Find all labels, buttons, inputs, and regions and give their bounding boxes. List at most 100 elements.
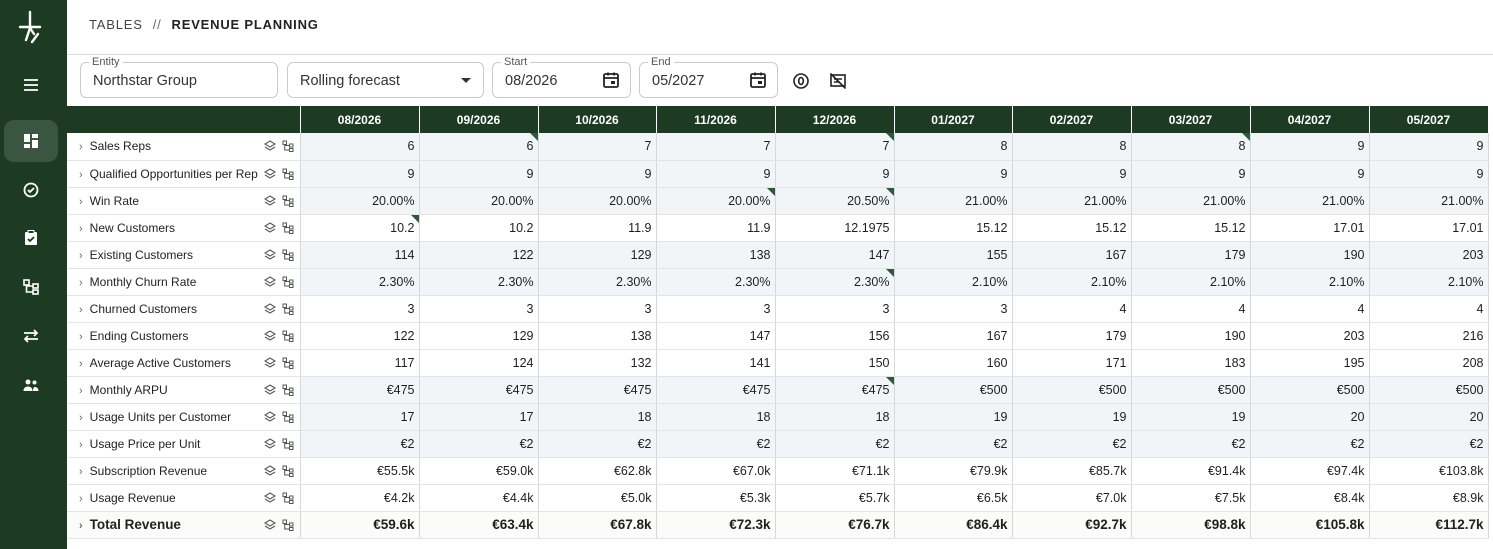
row-label[interactable]: › Ending Customers [67, 322, 301, 350]
table-cell[interactable]: 2.30% [419, 268, 539, 296]
table-cell[interactable]: 11.9 [656, 214, 776, 242]
chevron-right-icon[interactable]: › [79, 249, 83, 262]
table-cell[interactable]: €2 [1131, 430, 1251, 458]
table-cell[interactable]: €2 [419, 430, 539, 458]
chevron-right-icon[interactable]: › [79, 141, 83, 154]
column-header[interactable]: 10/2026 [538, 106, 657, 133]
chevron-right-icon[interactable]: › [79, 357, 83, 370]
table-cell[interactable]: 129 [538, 240, 657, 269]
chevron-right-icon[interactable]: › [79, 465, 83, 478]
comment-flag-icon[interactable] [766, 187, 775, 196]
table-cell[interactable]: 18 [538, 403, 657, 431]
table-cell[interactable]: 171 [1012, 349, 1132, 377]
chevron-right-icon[interactable]: › [79, 195, 83, 208]
table-cell[interactable]: 9 [1131, 160, 1251, 188]
row-label[interactable]: › Usage Units per Customer [67, 403, 301, 431]
table-cell[interactable]: 117 [300, 349, 420, 377]
table-cell[interactable]: €112.7k [1369, 511, 1489, 539]
table-cell[interactable]: €59.0k [419, 456, 539, 485]
table-cell[interactable]: €5.7k [775, 484, 895, 512]
entity-field[interactable]: Entity Northstar Group [80, 56, 278, 98]
table-cell[interactable]: 19 [1012, 403, 1132, 431]
table-cell[interactable]: 147 [656, 322, 776, 350]
comment-flag-icon[interactable] [885, 268, 894, 277]
table-cell[interactable]: 2.30% [300, 268, 420, 296]
table-cell[interactable]: 138 [656, 240, 776, 269]
table-cell[interactable]: 3 [300, 295, 420, 323]
table-cell[interactable]: €72.3k [656, 511, 776, 539]
table-cell[interactable]: 7 [656, 133, 776, 161]
table-cell[interactable]: 15.12 [894, 214, 1013, 242]
hierarchy-icon[interactable] [282, 411, 294, 423]
table-cell[interactable]: €500 [1131, 375, 1251, 404]
chevron-right-icon[interactable]: › [79, 168, 83, 181]
table-cell[interactable]: 203 [1250, 322, 1370, 350]
calendar-icon[interactable] [749, 71, 767, 89]
layers-icon[interactable] [263, 356, 276, 369]
hierarchy-icon[interactable] [282, 222, 294, 234]
table-cell[interactable]: 3 [775, 295, 895, 323]
hierarchy-icon[interactable] [4, 266, 58, 308]
table-cell[interactable]: 2.30% [538, 268, 657, 296]
table-cell[interactable]: 9 [1012, 160, 1132, 188]
row-label[interactable]: › Total Revenue [67, 511, 301, 539]
table-cell[interactable]: 2.10% [1012, 268, 1132, 296]
table-cell[interactable]: 216 [1369, 322, 1489, 350]
column-header[interactable]: 05/2027 [1369, 106, 1489, 133]
table-cell[interactable]: 9 [1250, 160, 1370, 188]
chevron-right-icon[interactable]: › [79, 303, 83, 316]
table-cell[interactable]: 122 [300, 322, 420, 350]
chevron-right-icon[interactable]: › [79, 411, 83, 424]
table-cell[interactable]: €8.9k [1369, 484, 1489, 512]
comment-flag-icon[interactable] [885, 376, 894, 385]
layers-icon[interactable] [263, 518, 276, 531]
comment-flag-icon[interactable] [885, 187, 894, 196]
table-cell[interactable]: €475 [300, 375, 420, 404]
table-cell[interactable]: €475 [656, 375, 776, 404]
layers-icon[interactable] [263, 491, 276, 504]
table-cell[interactable]: 3 [419, 295, 539, 323]
table-cell[interactable]: €2 [1369, 430, 1489, 458]
table-cell[interactable]: 10.2 [300, 214, 420, 242]
table-cell[interactable]: 129 [419, 322, 539, 350]
comment-flag-icon[interactable] [1241, 133, 1250, 141]
table-cell[interactable]: €475 [419, 375, 539, 404]
table-cell[interactable]: €103.8k [1369, 456, 1489, 485]
hierarchy-icon[interactable] [282, 276, 294, 288]
table-cell[interactable]: 2.10% [1369, 268, 1489, 296]
hierarchy-icon[interactable] [282, 465, 294, 477]
table-cell[interactable]: 183 [1131, 349, 1251, 377]
row-label[interactable]: › Usage Price per Unit [67, 430, 301, 458]
table-cell[interactable]: €2 [1250, 430, 1370, 458]
table-cell[interactable]: €91.4k [1131, 456, 1251, 485]
layers-icon[interactable] [263, 383, 276, 396]
table-cell[interactable]: 20.00% [300, 187, 420, 215]
table-cell[interactable]: €63.4k [419, 511, 539, 539]
hierarchy-icon[interactable] [282, 195, 294, 207]
comment-flag-icon[interactable] [529, 133, 538, 141]
comment-flag-icon[interactable] [885, 133, 894, 141]
row-label[interactable]: › Average Active Customers [67, 349, 301, 377]
table-cell[interactable]: 20.50% [775, 187, 895, 215]
layers-icon[interactable] [263, 464, 276, 477]
hierarchy-icon[interactable] [282, 492, 294, 504]
table-cell[interactable]: 15.12 [1012, 214, 1132, 242]
table-cell[interactable]: 124 [419, 349, 539, 377]
table-cell[interactable]: 208 [1369, 349, 1489, 377]
table-cell[interactable]: €5.3k [656, 484, 776, 512]
chevron-right-icon[interactable]: › [79, 492, 83, 505]
table-cell[interactable]: €97.4k [1250, 456, 1370, 485]
swap-icon[interactable] [4, 315, 58, 357]
comment-flag-icon[interactable] [410, 214, 419, 223]
table-cell[interactable]: 2.10% [1250, 268, 1370, 296]
table-cell[interactable]: €475 [538, 375, 657, 404]
table-cell[interactable]: 3 [538, 295, 657, 323]
people-icon[interactable] [4, 364, 58, 406]
table-cell[interactable]: €85.7k [1012, 456, 1132, 485]
table-cell[interactable]: 179 [1131, 240, 1251, 269]
chevron-right-icon[interactable]: › [79, 330, 83, 343]
chevron-right-icon[interactable]: › [79, 276, 83, 289]
layers-icon[interactable] [263, 194, 276, 207]
table-cell[interactable]: 2.30% [775, 268, 895, 296]
layers-icon[interactable] [263, 248, 276, 261]
